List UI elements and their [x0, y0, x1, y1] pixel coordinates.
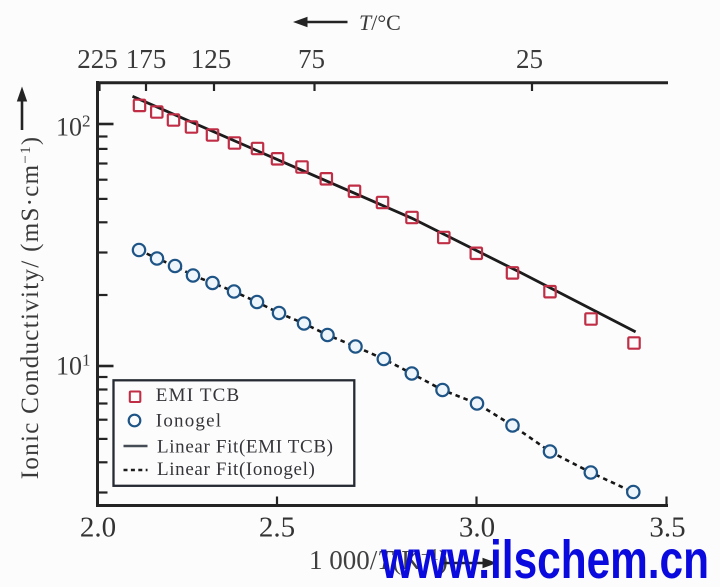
- svg-text:2.5: 2.5: [259, 512, 295, 544]
- svg-text:2.0: 2.0: [80, 512, 116, 544]
- svg-text:T/°C: T/°C: [359, 10, 401, 35]
- svg-text:Linear Fit(EMI TCB): Linear Fit(EMI TCB): [157, 437, 334, 458]
- svg-text:Ionic Conductivity/ (mS·cm−1): Ionic Conductivity/ (mS·cm−1): [17, 136, 44, 480]
- svg-text:EMI TCB: EMI TCB: [156, 385, 241, 406]
- svg-text:3.5: 3.5: [649, 512, 685, 544]
- svg-text:Linear Fit(Ionogel): Linear Fit(Ionogel): [157, 459, 316, 480]
- svg-text:75: 75: [298, 44, 325, 74]
- svg-text:3.0: 3.0: [459, 512, 495, 544]
- svg-text:225: 225: [77, 44, 118, 74]
- svg-text:www.ilschem.cn: www.ilschem.cn: [380, 530, 709, 587]
- svg-text:Ionogel: Ionogel: [156, 411, 222, 432]
- svg-text:175: 175: [126, 44, 167, 74]
- svg-text:25: 25: [516, 44, 543, 74]
- svg-text:125: 125: [191, 44, 232, 74]
